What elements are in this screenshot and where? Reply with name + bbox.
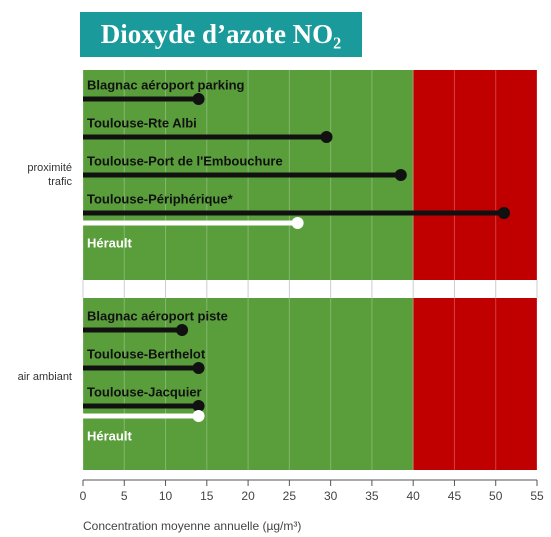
category-label: Blagnac aéroport parking <box>87 77 245 92</box>
x-tick-label: 5 <box>121 489 128 503</box>
x-tick-label: 15 <box>200 489 214 503</box>
category-label: Toulouse-Rte Albi <box>87 115 197 130</box>
group-label: proximité trafic <box>27 162 72 188</box>
x-axis-label: Concentration moyenne annuelle (µg/m³) <box>83 519 301 533</box>
x-tick-label: 55 <box>530 489 544 503</box>
x-tick-label: 35 <box>365 489 379 503</box>
lollipop-dot <box>497 207 510 219</box>
category-label: Hérault <box>87 235 132 250</box>
zone-above <box>413 298 537 470</box>
lollipop-dot <box>192 362 205 374</box>
category-label: Toulouse-Périphérique* <box>87 191 234 206</box>
x-tick-label: 25 <box>283 489 297 503</box>
x-tick-label: 40 <box>407 489 421 503</box>
category-label: Blagnac aéroport piste <box>87 308 228 323</box>
x-tick-label: 0 <box>80 489 87 503</box>
x-tick-label: 50 <box>489 489 503 503</box>
category-label: Toulouse-Port de l'Embouchure <box>87 153 283 168</box>
lollipop-dot <box>291 217 304 229</box>
zone-below <box>83 298 414 470</box>
group-label: air ambiant <box>17 371 72 383</box>
x-tick-label: 20 <box>241 489 255 503</box>
lollipop-dot <box>192 93 205 105</box>
chart-title: Dioxyde d’azote NO₂ <box>80 12 362 57</box>
category-label: Hérault <box>87 428 132 443</box>
lollipop-dot <box>192 410 205 422</box>
lollipop-dot <box>176 324 189 336</box>
lollipop-dot <box>320 131 333 143</box>
category-label: Toulouse-Berthelot <box>87 346 206 361</box>
x-tick-label: 10 <box>159 489 173 503</box>
x-tick-label: 30 <box>324 489 338 503</box>
x-tick-label: 45 <box>448 489 462 503</box>
zone-above <box>413 70 537 280</box>
lollipop-dot <box>394 169 407 181</box>
lollipop-dot <box>192 400 205 412</box>
category-label: Toulouse-Jacquier <box>87 384 202 399</box>
